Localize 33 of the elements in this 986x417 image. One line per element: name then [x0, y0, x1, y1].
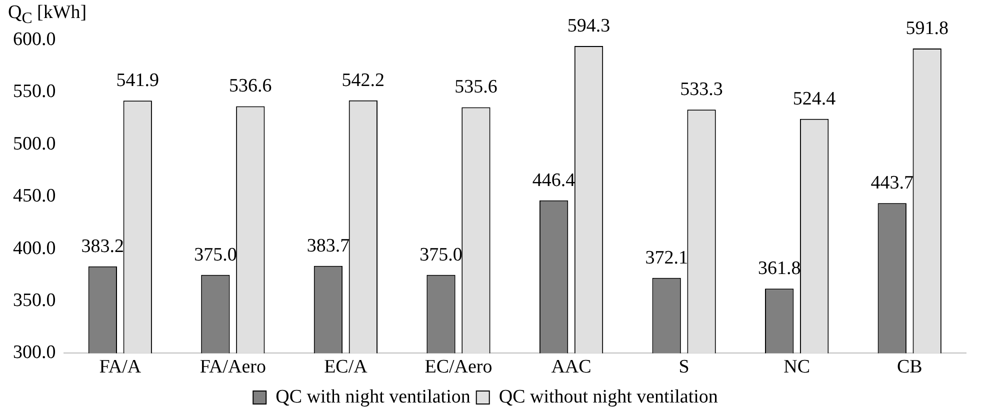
y-tick-label: 300.0: [13, 342, 56, 364]
y-tick-label: 550.0: [13, 81, 56, 102]
x-tick-label: FA/Aero: [200, 356, 266, 378]
y-tick-label: 600.0: [13, 28, 56, 50]
y-tick-label: 450.0: [13, 186, 56, 207]
y-tick-label: 400.0: [13, 238, 56, 259]
x-tick-label: AAC: [551, 356, 592, 378]
legend-label: QC with night ventilation: [276, 386, 471, 408]
data-label: 591.8: [906, 18, 948, 40]
data-label: 533.3: [680, 79, 723, 100]
y-axis-title: Q$_{C}$ [kWh]: [8, 2, 87, 28]
y-tick-label: 500.0: [13, 133, 56, 154]
legend-label: QC without night ventilation: [498, 386, 718, 408]
data-label: 535.6: [454, 76, 498, 98]
data-label: 372.1: [645, 247, 688, 268]
data-label: 375.0: [420, 244, 462, 266]
x-tick-label: S: [678, 356, 690, 378]
data-label: 446.4: [532, 170, 576, 191]
y-tick-label: 350.0: [13, 290, 56, 311]
data-label: 383.7: [306, 235, 350, 256]
x-tick-label: FA/A: [99, 356, 142, 378]
data-label: 361.8: [758, 258, 801, 280]
data-label: 443.7: [870, 172, 914, 194]
data-label: 524.4: [792, 88, 836, 110]
data-label: 542.2: [342, 70, 385, 91]
data-label: 541.9: [116, 70, 159, 92]
x-tick-label: NC: [784, 356, 810, 378]
data-label: 383.2: [81, 236, 124, 257]
x-tick-label: EC/A: [324, 356, 368, 378]
data-label: 536.6: [229, 76, 272, 97]
data-label: 594.3: [567, 15, 610, 36]
x-tick-label: CB: [896, 356, 922, 378]
x-tick-label: EC/Aero: [424, 356, 492, 378]
